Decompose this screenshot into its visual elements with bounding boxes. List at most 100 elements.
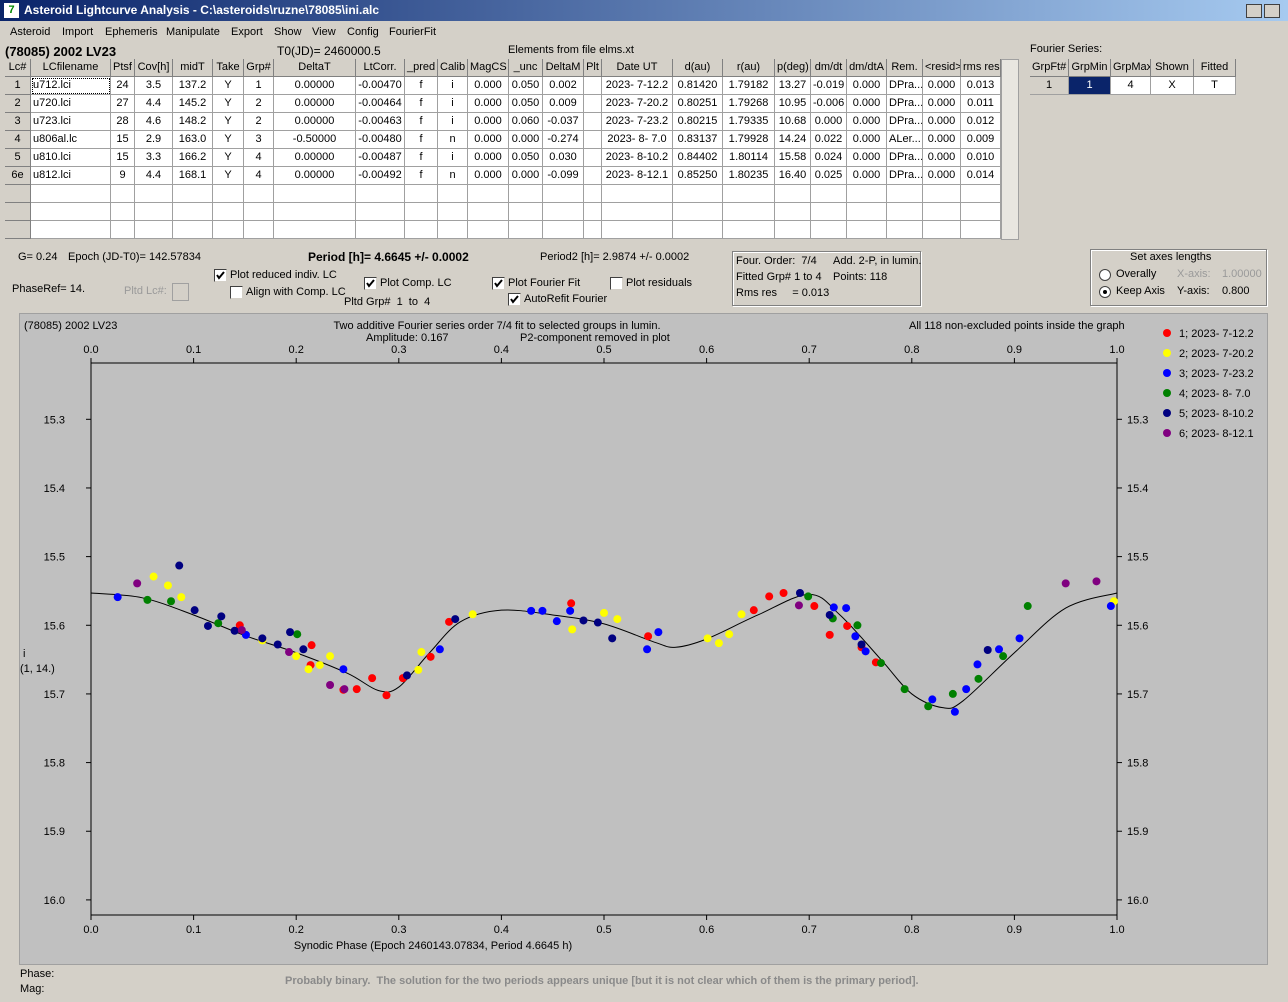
spin-button[interactable]	[172, 283, 189, 301]
empty-cell[interactable]	[723, 221, 775, 239]
table-cell[interactable]: 1.79268	[723, 95, 775, 113]
empty-cell[interactable]	[468, 203, 509, 221]
table-cell[interactable]: 4.4	[135, 95, 173, 113]
table-cell[interactable]: 2023- 7-12.2	[602, 77, 673, 95]
checkbox-label[interactable]: AutoRefit Fourier	[524, 293, 608, 305]
empty-cell[interactable]	[602, 221, 673, 239]
empty-cell[interactable]	[509, 203, 543, 221]
checkbox-label[interactable]: Plot Comp. LC	[380, 277, 452, 289]
empty-cell[interactable]	[31, 203, 111, 221]
table-cell[interactable]: DPra...	[887, 113, 923, 131]
empty-cell[interactable]	[923, 185, 961, 203]
table-cell[interactable]: i	[438, 113, 468, 131]
table-cell[interactable]: 1	[1030, 77, 1069, 95]
checkbox-label[interactable]: Plot residuals	[626, 277, 693, 289]
table-cell[interactable]: 0.011	[961, 95, 1001, 113]
empty-cell[interactable]	[31, 221, 111, 239]
empty-cell[interactable]	[887, 203, 923, 221]
table-cell[interactable]: 0.85250	[673, 167, 723, 185]
empty-cell[interactable]	[405, 185, 438, 203]
table-cell[interactable]: u810.lci	[31, 149, 111, 167]
table-cell[interactable]: 0.013	[961, 77, 1001, 95]
empty-cell[interactable]	[468, 185, 509, 203]
table-cell[interactable]: 1.79928	[723, 131, 775, 149]
minimize-button[interactable]	[1246, 4, 1262, 18]
table-cell[interactable]: 0.000	[923, 149, 961, 167]
table-cell[interactable]: 1.80114	[723, 149, 775, 167]
table-cell[interactable]: 0.000	[923, 131, 961, 149]
table-cell[interactable]: 0.030	[543, 149, 584, 167]
table-cell[interactable]: 0.009	[543, 95, 584, 113]
table-cell[interactable]: 15	[111, 149, 135, 167]
empty-cell[interactable]	[584, 131, 602, 149]
empty-cell[interactable]	[244, 221, 274, 239]
table-cell[interactable]: Y	[213, 131, 244, 149]
table-cell[interactable]: DPra...	[887, 95, 923, 113]
table-cell[interactable]: 0.80251	[673, 95, 723, 113]
table-cell[interactable]: 0.00000	[274, 149, 356, 167]
empty-cell[interactable]	[673, 203, 723, 221]
table-cell[interactable]: n	[438, 131, 468, 149]
table-cell[interactable]: 0.000	[811, 113, 847, 131]
table-cell[interactable]: f	[405, 95, 438, 113]
table-cell[interactable]: -0.00463	[356, 113, 405, 131]
checkbox[interactable]	[492, 277, 505, 290]
table-cell[interactable]: 15	[111, 131, 135, 149]
empty-cell[interactable]	[584, 113, 602, 131]
empty-cell[interactable]	[723, 203, 775, 221]
table-cell[interactable]: 0.000	[847, 77, 887, 95]
table-cell[interactable]: 0.050	[509, 77, 543, 95]
menu-item[interactable]: Show	[274, 26, 302, 38]
table-cell[interactable]: 168.1	[173, 167, 213, 185]
table-cell[interactable]: ALer...	[887, 131, 923, 149]
table-cell[interactable]: Y	[213, 149, 244, 167]
table-cell[interactable]: f	[405, 131, 438, 149]
empty-cell[interactable]	[438, 203, 468, 221]
table-cell[interactable]: 0.050	[509, 149, 543, 167]
table-cell[interactable]: 1	[244, 77, 274, 95]
empty-cell[interactable]	[584, 221, 602, 239]
empty-cell[interactable]	[847, 203, 887, 221]
table-cell[interactable]: 3.3	[135, 149, 173, 167]
empty-cell[interactable]	[173, 185, 213, 203]
empty-cell[interactable]	[602, 185, 673, 203]
table-cell[interactable]: -0.00480	[356, 131, 405, 149]
table-cell[interactable]: 0.022	[811, 131, 847, 149]
table-cell[interactable]: 0.000	[923, 167, 961, 185]
checkbox[interactable]	[610, 277, 623, 290]
empty-cell[interactable]	[509, 185, 543, 203]
checkbox-label[interactable]: Align with Comp. LC	[246, 286, 346, 298]
table-cell[interactable]: 0.000	[509, 131, 543, 149]
empty-cell[interactable]	[356, 221, 405, 239]
table-cell[interactable]: 0.000	[468, 131, 509, 149]
table-cell[interactable]: 0.80215	[673, 113, 723, 131]
table-cell[interactable]: -0.019	[811, 77, 847, 95]
table-cell[interactable]: DPra...	[887, 77, 923, 95]
empty-cell[interactable]	[173, 203, 213, 221]
table-cell[interactable]: 0.000	[923, 77, 961, 95]
checkbox[interactable]	[214, 269, 227, 282]
table-cell[interactable]: 2023- 8-12.1	[602, 167, 673, 185]
empty-cell[interactable]	[543, 185, 584, 203]
table-cell[interactable]: 0.000	[509, 167, 543, 185]
menu-item[interactable]: Import	[62, 26, 94, 38]
table-cell[interactable]: 0.000	[847, 149, 887, 167]
table-cell[interactable]: 3.5	[135, 77, 173, 95]
empty-cell[interactable]	[213, 185, 244, 203]
table-cell[interactable]: 24	[111, 77, 135, 95]
empty-cell[interactable]	[584, 149, 602, 167]
radio-button[interactable]	[1099, 269, 1111, 281]
scrollbar[interactable]	[1001, 59, 1019, 240]
table-cell[interactable]: DPra...	[887, 167, 923, 185]
table-cell[interactable]: 2.9	[135, 131, 173, 149]
menu-item[interactable]: View	[312, 26, 336, 38]
checkbox[interactable]	[364, 277, 377, 290]
table-cell[interactable]: -0.274	[543, 131, 584, 149]
empty-cell[interactable]	[602, 203, 673, 221]
checkbox[interactable]	[230, 286, 243, 299]
menu-item[interactable]: Ephemeris	[105, 26, 158, 38]
table-cell[interactable]: n	[438, 167, 468, 185]
empty-cell[interactable]	[961, 221, 1001, 239]
table-cell[interactable]: -0.00492	[356, 167, 405, 185]
table-cell[interactable]: 1.79182	[723, 77, 775, 95]
